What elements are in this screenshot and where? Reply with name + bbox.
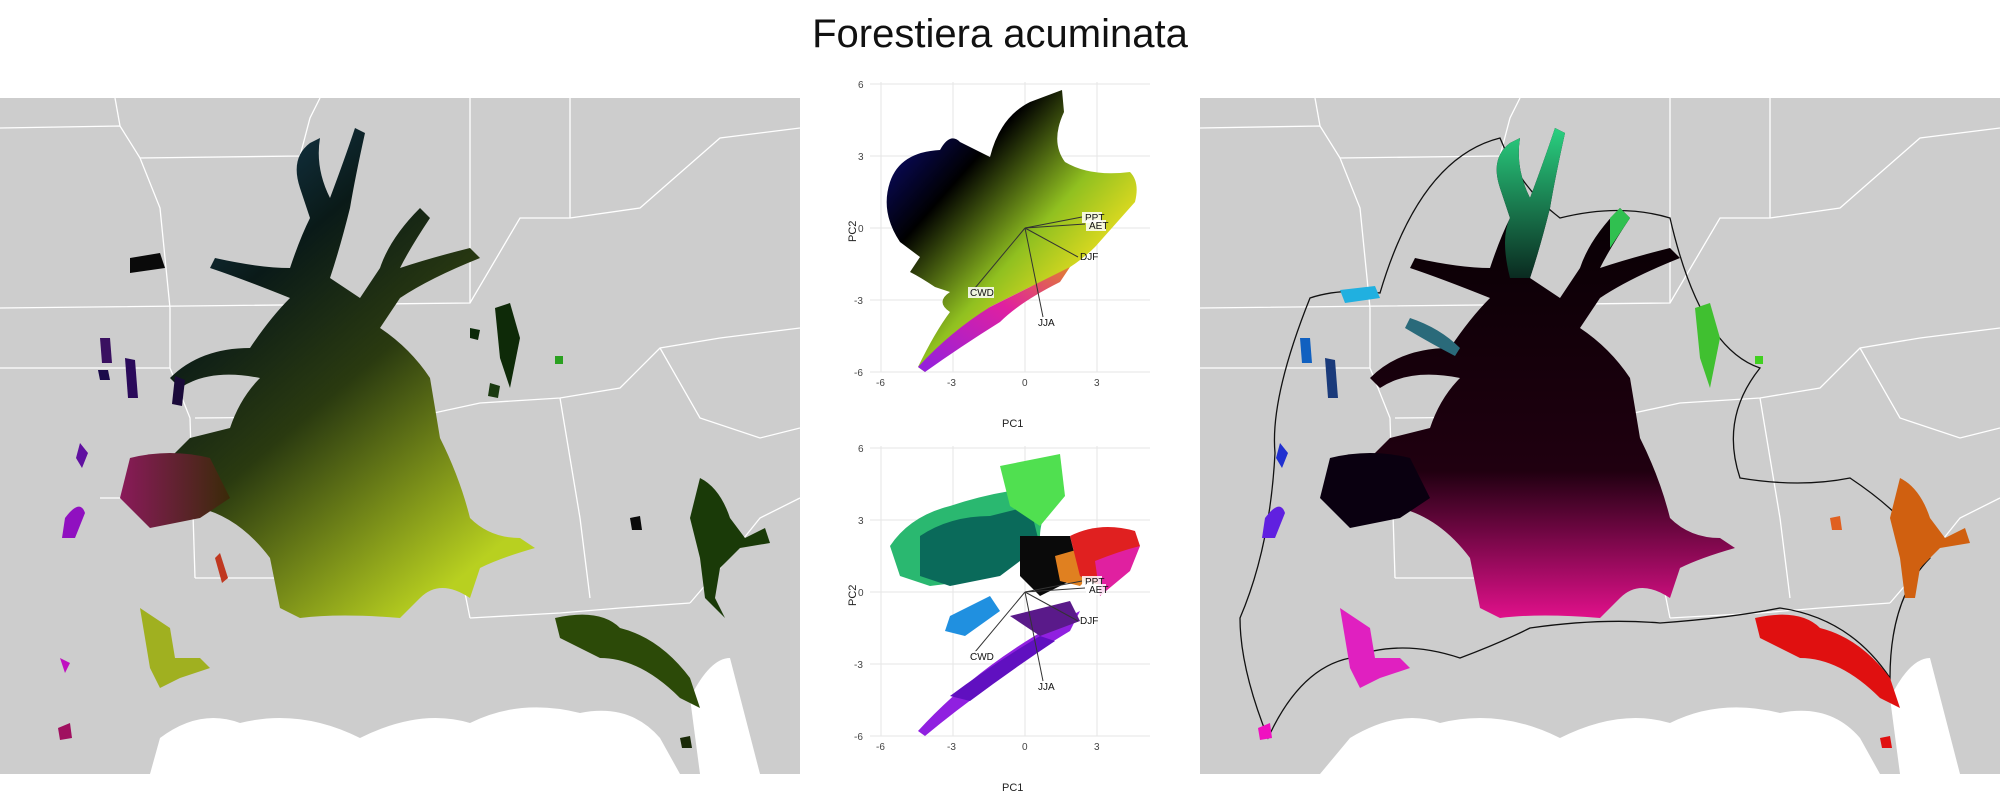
y-tick: -3	[854, 660, 863, 671]
vector-label-jja: JJA	[1038, 682, 1055, 693]
y-axis-label: PC2	[847, 585, 859, 606]
y-tick: -6	[854, 732, 863, 743]
x-tick: 3	[1094, 742, 1100, 753]
y-axis-label: PC2	[847, 221, 859, 242]
vector-label-aet: AET	[1089, 585, 1108, 596]
y-tick: -6	[854, 368, 863, 379]
x-tick: -6	[876, 378, 885, 389]
y-tick: 0	[858, 588, 864, 599]
range-main	[58, 128, 770, 748]
vector-label-cwd: CWD	[970, 288, 994, 299]
x-tick: -6	[876, 742, 885, 753]
y-tick: 3	[858, 152, 864, 163]
x-tick: -3	[947, 378, 956, 389]
x-tick: 3	[1094, 378, 1100, 389]
x-tick: -3	[947, 742, 956, 753]
pca-plot-top: PPT AET DJF CWD JJA -6 -3 0 3 6 3 0 -3 -…	[847, 80, 1150, 430]
right-map	[1200, 98, 2000, 774]
vector-label-ppt: PPT	[1085, 213, 1104, 224]
x-axis-label: PC1	[1002, 418, 1023, 430]
left-map	[0, 98, 800, 774]
x-axis-label: PC1	[1002, 782, 1023, 794]
range-main	[1258, 128, 1970, 748]
vector-label-cwd: CWD	[970, 652, 994, 663]
y-tick: 6	[858, 444, 864, 455]
vector-label-djf: DJF	[1080, 616, 1098, 627]
vector-label-aet: AET	[1089, 221, 1108, 232]
pca-plot-bottom: PPT AET DJF CWD JJA -6 -3 0 3 6 3 0 -3 -…	[847, 444, 1150, 794]
figure-title: Forestiera acuminata	[812, 12, 1188, 56]
vector-label-djf: DJF	[1080, 252, 1098, 263]
y-tick: 6	[858, 80, 864, 91]
y-tick: 3	[858, 516, 864, 527]
y-tick: 0	[858, 224, 864, 235]
y-tick: -3	[854, 296, 863, 307]
x-tick: 0	[1022, 742, 1028, 753]
vector-label-jja: JJA	[1038, 318, 1055, 329]
x-tick: 0	[1022, 378, 1028, 389]
vector-label-ppt: PPT	[1085, 577, 1104, 588]
